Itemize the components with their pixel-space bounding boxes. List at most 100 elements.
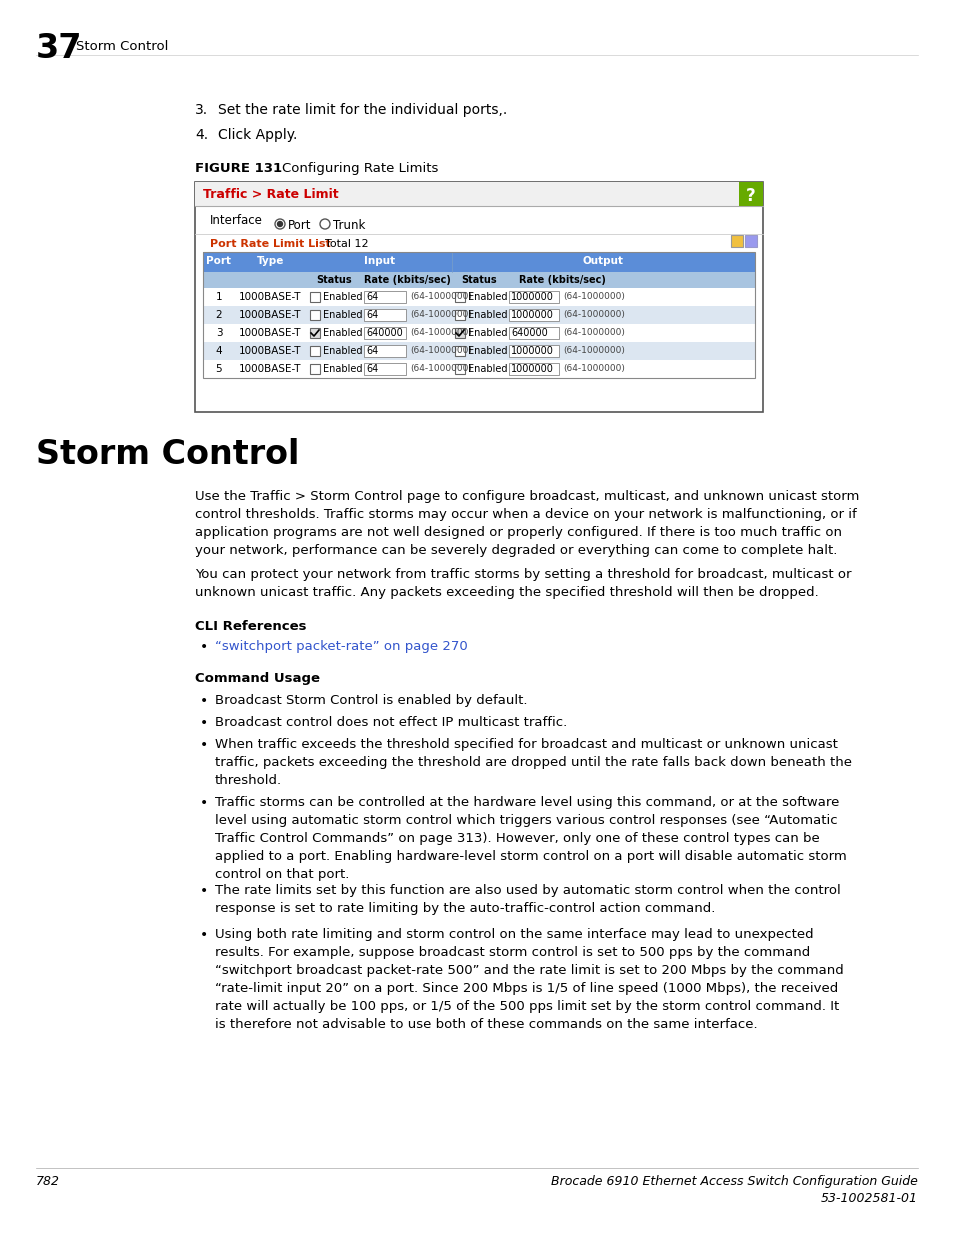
Bar <box>194 182 762 412</box>
Text: (64-1000000): (64-1000000) <box>410 291 472 301</box>
Text: Enabled: Enabled <box>468 291 507 303</box>
Text: 64: 64 <box>366 291 377 303</box>
Text: 782: 782 <box>36 1174 60 1188</box>
Bar <box>744 235 757 247</box>
Text: Enabled: Enabled <box>468 364 507 374</box>
Text: Rate (kbits/sec): Rate (kbits/sec) <box>363 275 450 285</box>
Bar <box>203 272 754 288</box>
Text: Status: Status <box>315 275 352 285</box>
Bar <box>364 327 406 338</box>
Text: Port: Port <box>206 256 232 266</box>
Text: 1000000: 1000000 <box>511 310 554 320</box>
Text: “switchport packet-rate” on page 270: “switchport packet-rate” on page 270 <box>214 640 467 653</box>
Bar <box>509 363 558 375</box>
Text: 4: 4 <box>215 346 222 356</box>
Bar <box>310 310 319 320</box>
Text: 4.: 4. <box>194 128 208 142</box>
Bar <box>203 324 754 342</box>
Text: FIGURE 131: FIGURE 131 <box>194 162 282 175</box>
Text: 5: 5 <box>215 364 222 374</box>
Text: •: • <box>200 694 208 708</box>
Text: 53-1002581-01: 53-1002581-01 <box>821 1192 917 1205</box>
Text: Broadcast control does not effect IP multicast traffic.: Broadcast control does not effect IP mul… <box>214 716 567 729</box>
Text: Configuring Rate Limits: Configuring Rate Limits <box>282 162 438 175</box>
Text: 3.: 3. <box>194 103 208 117</box>
Text: Storm Control: Storm Control <box>76 40 168 53</box>
Text: Trunk: Trunk <box>333 219 365 232</box>
Text: Enabled: Enabled <box>323 291 362 303</box>
Text: 1000BASE-T: 1000BASE-T <box>239 291 301 303</box>
Text: 64: 64 <box>366 310 377 320</box>
Text: •: • <box>200 739 208 752</box>
Text: Enabled: Enabled <box>323 310 362 320</box>
Text: Command Usage: Command Usage <box>194 672 319 685</box>
Text: (64-1000000): (64-1000000) <box>410 364 472 373</box>
Text: Port: Port <box>288 219 312 232</box>
Text: Enabled: Enabled <box>468 329 507 338</box>
Bar <box>509 345 558 357</box>
Text: 1000000: 1000000 <box>511 364 554 374</box>
Text: Traffic storms can be controlled at the hardware level using this command, or at: Traffic storms can be controlled at the … <box>214 797 846 881</box>
Text: 37: 37 <box>36 32 82 65</box>
Circle shape <box>319 219 330 228</box>
Text: 1000000: 1000000 <box>511 346 554 356</box>
Bar <box>203 359 754 378</box>
Circle shape <box>274 219 285 228</box>
Bar <box>455 310 464 320</box>
Bar <box>739 182 762 206</box>
Text: Status: Status <box>460 275 497 285</box>
Text: Storm Control: Storm Control <box>36 438 299 471</box>
Text: Traffic > Rate Limit: Traffic > Rate Limit <box>203 188 338 201</box>
Text: Input: Input <box>363 256 395 266</box>
Text: •: • <box>200 716 208 730</box>
Text: CLI References: CLI References <box>194 620 306 634</box>
Text: 2: 2 <box>215 310 222 320</box>
Text: Type: Type <box>257 256 284 266</box>
Text: Port Rate Limit List: Port Rate Limit List <box>210 240 331 249</box>
Text: •: • <box>200 927 208 942</box>
Text: (64-1000000): (64-1000000) <box>562 346 624 354</box>
Bar <box>509 291 558 303</box>
Text: 1000BASE-T: 1000BASE-T <box>239 310 301 320</box>
Bar <box>730 235 742 247</box>
Text: •: • <box>200 884 208 898</box>
Text: Enabled: Enabled <box>468 310 507 320</box>
Bar <box>310 346 319 356</box>
Bar <box>509 309 558 321</box>
Bar <box>455 346 464 356</box>
Text: (64-1000000): (64-1000000) <box>410 346 472 354</box>
Bar <box>203 288 754 306</box>
Bar <box>310 364 319 374</box>
Text: •: • <box>200 797 208 810</box>
Text: 64: 64 <box>366 364 377 374</box>
Text: 640000: 640000 <box>366 329 402 338</box>
Bar <box>455 329 464 338</box>
Bar <box>455 364 464 374</box>
Text: ?: ? <box>745 186 755 205</box>
Text: •: • <box>200 640 208 655</box>
Text: 1000BASE-T: 1000BASE-T <box>239 346 301 356</box>
Text: Use the Traffic > Storm Control page to configure broadcast, multicast, and unkn: Use the Traffic > Storm Control page to … <box>194 490 859 557</box>
Text: 640000: 640000 <box>511 329 547 338</box>
Text: When traffic exceeds the threshold specified for broadcast and multicast or unkn: When traffic exceeds the threshold speci… <box>214 739 851 787</box>
Bar <box>203 252 754 378</box>
Text: 1000BASE-T: 1000BASE-T <box>239 364 301 374</box>
Bar <box>509 327 558 338</box>
Text: (64-1000000): (64-1000000) <box>410 310 472 319</box>
Text: Enabled: Enabled <box>323 329 362 338</box>
Text: The rate limits set by this function are also used by automatic storm control wh: The rate limits set by this function are… <box>214 884 840 915</box>
Bar <box>310 329 319 338</box>
Text: Using both rate limiting and storm control on the same interface may lead to une: Using both rate limiting and storm contr… <box>214 927 842 1031</box>
Text: Enabled: Enabled <box>468 346 507 356</box>
Text: (64-1000000): (64-1000000) <box>562 291 624 301</box>
Bar <box>310 291 319 303</box>
Bar <box>364 291 406 303</box>
Bar <box>203 252 754 272</box>
Text: (64-1000000): (64-1000000) <box>562 310 624 319</box>
Text: 1000BASE-T: 1000BASE-T <box>239 329 301 338</box>
Text: Enabled: Enabled <box>323 364 362 374</box>
Bar <box>364 309 406 321</box>
Text: 3: 3 <box>215 329 222 338</box>
Text: (64-1000000): (64-1000000) <box>410 329 472 337</box>
Text: Total 12: Total 12 <box>325 240 368 249</box>
